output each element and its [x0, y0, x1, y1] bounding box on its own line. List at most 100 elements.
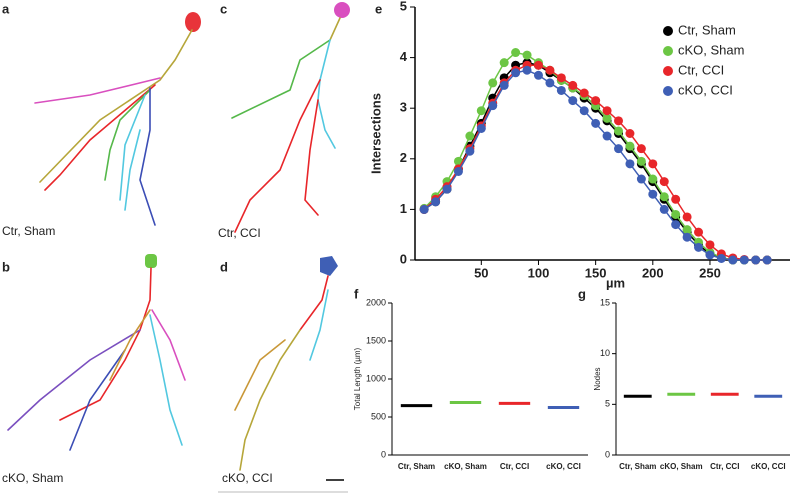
y-tick-label: 0 — [381, 449, 386, 459]
condition-label: Ctr, CCI — [218, 226, 261, 240]
x-tick-label: 150 — [585, 265, 607, 280]
y-tick-label: 5 — [605, 399, 610, 409]
data-point — [476, 106, 486, 116]
data-point — [659, 204, 669, 214]
data-point — [602, 131, 612, 141]
data-point — [499, 80, 509, 90]
y-tick-label: 1500 — [366, 335, 386, 345]
data-point — [659, 177, 669, 187]
legend-marker — [663, 86, 673, 96]
data-point — [602, 106, 612, 116]
x-tick-label: cKO, Sham — [444, 462, 487, 471]
x-tick-label: cKO, Sham — [660, 462, 703, 471]
panel-letter: g — [578, 286, 586, 301]
data-point — [522, 50, 532, 60]
legend-label: cKO, CCI — [678, 82, 733, 97]
data-point — [648, 159, 658, 169]
neuron-c: c Ctr, CCI — [218, 1, 350, 240]
panel-letter: c — [220, 1, 227, 16]
data-point — [602, 113, 612, 123]
data-point — [762, 255, 772, 265]
panel-letter: b — [2, 259, 10, 274]
data-point — [636, 144, 646, 154]
data-point — [671, 220, 681, 230]
data-point — [476, 123, 486, 133]
condition-label: Ctr, Sham — [2, 224, 55, 238]
data-point — [499, 58, 509, 68]
y-tick-label: 0 — [605, 449, 610, 459]
data-point — [648, 174, 658, 184]
condition-label: cKO, Sham — [2, 471, 63, 485]
neuron-a: a Ctr, Sham — [2, 1, 201, 238]
y-tick-label: 4 — [400, 49, 408, 64]
x-tick-label: Ctr, CCI — [710, 462, 739, 471]
x-tick-label: Ctr, CCI — [500, 462, 529, 471]
x-tick-label: Ctr, Sham — [619, 462, 656, 471]
data-point — [545, 78, 555, 88]
x-tick-label: 200 — [642, 265, 664, 280]
y-tick-label: 1 — [400, 201, 407, 216]
data-point — [431, 197, 441, 207]
data-point — [625, 159, 635, 169]
data-point — [751, 255, 761, 265]
y-tick-label: 1000 — [366, 373, 386, 383]
panel-letter: a — [2, 1, 10, 16]
data-point — [636, 156, 646, 166]
legend-marker — [663, 46, 673, 56]
y-tick-label: 2 — [400, 150, 407, 165]
y-tick-label: 500 — [371, 411, 386, 421]
data-point — [556, 73, 566, 83]
data-point — [682, 212, 692, 222]
data-point — [568, 80, 578, 90]
data-point — [533, 70, 543, 80]
data-point — [614, 116, 624, 126]
data-point — [705, 250, 715, 260]
data-point — [614, 126, 624, 136]
data-point — [625, 129, 635, 138]
panel-letter: d — [220, 259, 228, 274]
x-tick-label: cKO, CCI — [546, 462, 581, 471]
legend-marker — [663, 26, 673, 36]
data-point — [511, 68, 521, 78]
data-point — [465, 131, 475, 141]
data-point — [488, 78, 498, 88]
data-point — [694, 242, 704, 252]
x-axis-label: µm — [606, 275, 625, 290]
y-axis-label: Nodes — [593, 367, 602, 390]
data-point — [682, 225, 692, 235]
data-point — [533, 60, 543, 70]
panel-letter: f — [354, 286, 359, 301]
y-tick-label: 10 — [600, 348, 610, 358]
y-axis-label: Total Length (µm) — [353, 347, 362, 410]
data-point — [453, 166, 463, 176]
data-point — [682, 232, 692, 242]
condition-label: cKO, CCI — [222, 471, 273, 485]
legend-label: Ctr, Sham — [678, 22, 736, 37]
data-point — [671, 209, 681, 219]
x-tick-label: 50 — [474, 265, 488, 280]
data-point — [648, 189, 658, 199]
data-point — [488, 101, 498, 111]
y-tick-label: 2000 — [366, 297, 386, 307]
data-point — [522, 65, 532, 75]
data-point — [579, 106, 589, 116]
data-point — [419, 204, 429, 214]
x-tick-label: Ctr, Sham — [398, 462, 435, 471]
data-point — [671, 194, 681, 204]
data-point — [442, 184, 452, 194]
y-tick-label: 0 — [400, 251, 407, 266]
data-point — [556, 85, 566, 95]
neuron-d: d cKO, CCI — [218, 256, 348, 493]
data-point — [568, 96, 578, 106]
panel-letter: e — [375, 1, 382, 16]
data-point — [591, 96, 601, 106]
data-point — [579, 88, 589, 98]
data-point — [465, 146, 475, 156]
x-tick-label: cKO, CCI — [751, 462, 786, 471]
data-point — [705, 240, 715, 250]
data-point — [545, 65, 555, 75]
y-tick-label: 3 — [400, 100, 407, 115]
data-point — [728, 255, 738, 265]
legend-label: Ctr, CCI — [678, 62, 724, 77]
